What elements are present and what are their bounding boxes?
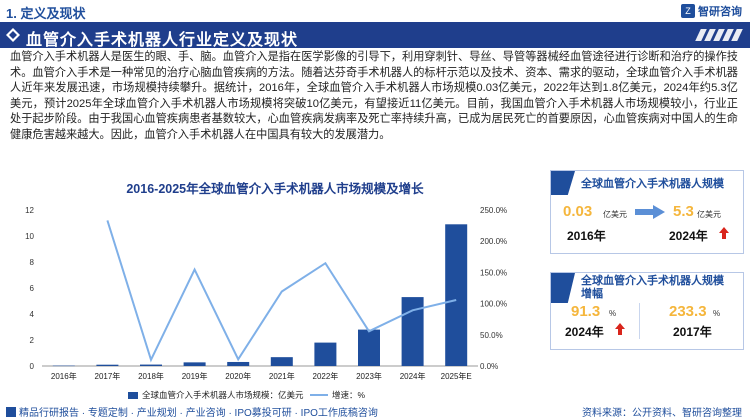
brand-name: 智研咨询	[698, 6, 742, 18]
scale-2016-unit: 亿美元	[603, 210, 627, 219]
page-title: 血管介入手术机器人行业定义及现状	[26, 32, 299, 49]
growth-2024-value: 91.3	[571, 303, 601, 320]
scale-card-title: 全球血管介入手术机器人规模	[581, 178, 724, 190]
growth-card-body: 91.3 % 2024年 233.3 % 2017年	[551, 303, 743, 347]
y-left-tick-label: 2	[30, 336, 35, 345]
growth-card: 全球血管介入手术机器人规模 增幅 91.3 % 2024年 233.3 % 20…	[550, 272, 744, 350]
y-right-tick-label: 200.0%	[480, 237, 507, 246]
decorative-stripes	[695, 29, 743, 41]
title-bar: 血管介入手术机器人行业定义及现状	[0, 22, 750, 49]
body-paragraph: 血管介入手术机器人是医生的眼、手、脑。血管介入是指在医学影像的引导下，利用穿刺针…	[10, 51, 738, 141]
growth-card-title-line2: 增幅	[581, 288, 603, 300]
legend-bar-label: 全球血管介入手术机器人市场规模：亿美元	[142, 390, 304, 400]
brand-logo: Z 智研咨询	[681, 3, 742, 19]
y-left-tick-label: 0	[30, 362, 35, 371]
scale-2016-year: 2016年	[567, 229, 606, 243]
growth-2024-year: 2024年	[565, 325, 604, 339]
footer-source: 资料来源：公开资料、智研咨询整理	[582, 408, 742, 419]
card-divider	[639, 303, 640, 339]
x-tick-label: 2025年E	[441, 371, 472, 381]
y-right-tick-label: 0.0%	[480, 362, 498, 371]
footer-services-text: 精品行研报告 · 专题定制 · 产业规划 · 产业咨询 · IPO募投可研 · …	[19, 408, 378, 419]
legend-line: 增速：%	[310, 389, 365, 401]
scale-card-header: 全球血管介入手术机器人规模	[551, 171, 743, 195]
y-right-tick-label: 250.0%	[480, 206, 507, 215]
scale-2016-value: 0.03	[563, 203, 593, 220]
footer-icon	[6, 406, 16, 417]
y-left-tick-label: 6	[30, 284, 35, 293]
y-right-tick-label: 150.0%	[480, 268, 507, 277]
legend-line-label: 增速：%	[332, 390, 366, 400]
bar	[270, 357, 293, 366]
x-tick-label: 2024年	[400, 371, 426, 381]
x-tick-label: 2020年	[225, 371, 251, 381]
y-left-tick-label: 10	[25, 232, 34, 241]
y-left-tick-label: 12	[25, 206, 34, 215]
legend-bar-swatch	[128, 391, 138, 399]
x-tick-label: 2019年	[182, 371, 208, 381]
bar	[183, 362, 206, 366]
market-size-chart: 0 2 4 6 8 10 12 0.0% 50.0% 100.0% 150.0% 200.0% 250.…	[25, 206, 507, 381]
bar	[96, 364, 119, 366]
y-left-tick-label: 4	[30, 310, 35, 319]
arrow-right-icon	[635, 205, 665, 219]
y-right-tick-label: 50.0%	[480, 331, 503, 340]
growth-card-title: 全球血管介入手术机器人规模 增幅	[581, 275, 724, 301]
x-tick-label: 2023年	[356, 371, 382, 381]
x-tick-label: 2017年	[95, 371, 121, 381]
top-bar: 1. 定义及现状 Z 智研咨询	[0, 0, 750, 22]
diamond-icon	[6, 28, 20, 42]
bar	[140, 364, 162, 366]
scale-card: 全球血管介入手术机器人规模 0.03 亿美元 2016年 5.3 亿美元 202…	[550, 170, 744, 254]
legend-bar: 全球血管介入手术机器人市场规模：亿美元	[128, 389, 304, 401]
growth-card-title-line1: 全球血管介入手术机器人规模	[581, 275, 724, 287]
bar	[358, 329, 380, 366]
growth-card-header: 全球血管介入手术机器人规模 增幅	[551, 273, 743, 303]
x-tick-label: 2021年	[269, 371, 295, 381]
growth-2017-year: 2017年	[673, 325, 712, 339]
legend-line-swatch	[310, 394, 328, 396]
growth-2017-unit: %	[713, 309, 721, 318]
footer-services: 精品行研报告 · 专题定制 · 产业规划 · 产业咨询 · IPO募投可研 · …	[6, 404, 378, 419]
x-tick-label: 2022年	[313, 371, 339, 381]
scale-card-body: 0.03 亿美元 2016年 5.3 亿美元 2024年	[551, 195, 743, 251]
up-arrow-icon	[719, 227, 729, 239]
y-right-tick-label: 100.0%	[480, 300, 507, 309]
x-tick-label: 2018年	[138, 371, 164, 381]
y-left-tick-label: 8	[30, 258, 35, 267]
bar	[52, 365, 75, 367]
scale-2024-value: 5.3	[673, 203, 694, 220]
up-arrow-icon	[615, 323, 625, 335]
x-tick-label: 2016年	[51, 371, 77, 381]
bar	[314, 342, 337, 366]
scale-2024-year: 2024年	[669, 229, 708, 243]
section-heading: 1. 定义及现状	[6, 6, 86, 21]
bar	[227, 361, 250, 366]
growth-2017-value: 233.3	[669, 303, 707, 320]
logo-icon: Z	[681, 4, 695, 18]
growth-2024-unit: %	[609, 309, 617, 318]
bar	[401, 297, 424, 366]
card-head-accent	[551, 171, 575, 195]
chart-title: 2016-2025年全球血管介入手术机器人市场规模及增长	[126, 182, 424, 196]
bar	[445, 224, 468, 366]
card-head-accent	[551, 273, 575, 303]
scale-2024-unit: 亿美元	[697, 210, 721, 219]
